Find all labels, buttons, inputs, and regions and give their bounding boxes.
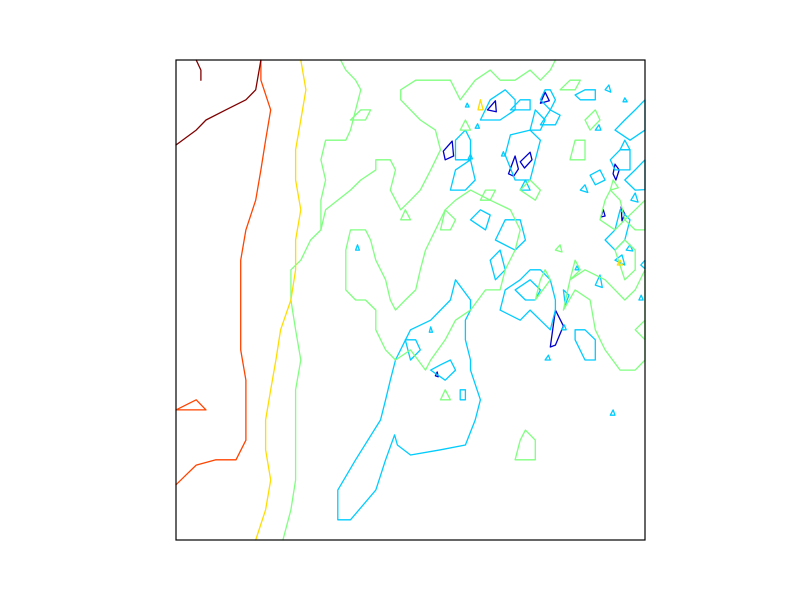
contour-line-level-2-35 (609, 409, 616, 416)
contour-line-level-2-14 (504, 129, 542, 181)
contour-line-level-1-1 (549, 309, 565, 348)
contour-line-level-3-8 (534, 269, 551, 301)
contour-line-level-4-1 (255, 59, 307, 541)
contour-line-level-2-25 (614, 254, 626, 266)
contour-line-level-2-33 (604, 84, 612, 93)
contour-line-level-3-7 (614, 239, 636, 281)
contour-lines (175, 59, 646, 541)
contour-line-level-3-21 (609, 179, 619, 191)
plot-frame (175, 59, 646, 541)
contour-line-level-2-17 (539, 109, 561, 126)
contour-line-level-2-37 (594, 124, 602, 131)
contour-line-level-3-2 (320, 59, 362, 231)
contour-line-level-2-27 (619, 139, 631, 151)
contour-line-level-4-2 (477, 99, 484, 111)
contour-line-level-3-20 (459, 119, 472, 131)
contour-line-level-2-29 (594, 274, 603, 289)
contour-line-level-2-34 (640, 259, 646, 270)
contour-line-level-1-5 (507, 155, 520, 177)
contour-line-level-2-16 (529, 109, 546, 131)
contour-line-level-2-5 (514, 279, 542, 301)
contour-line-level-2-22 (614, 99, 646, 141)
contour-line-level-1-7 (612, 163, 620, 181)
contour-line-level-2-38 (428, 326, 434, 333)
contour-line-level-2-10 (454, 129, 472, 161)
contour-line-level-2-46 (622, 97, 628, 103)
contour-line-level-2-47 (354, 244, 361, 251)
contour-line-level-2-31 (630, 192, 639, 203)
contour-line-level-2-11 (469, 209, 491, 231)
contour-line-level-4-3 (616, 259, 624, 266)
contour-line-level-3-18 (569, 259, 581, 281)
contour-line-level-2-2 (499, 269, 557, 331)
contour-line-level-2-40 (500, 151, 506, 157)
contour-line-level-3-3 (345, 189, 521, 371)
contour-line-level-2-43 (638, 294, 644, 301)
contour-line-level-6-2 (195, 59, 202, 81)
contour-line-level-3-10 (479, 189, 497, 201)
contour-line-level-5-1 (175, 59, 272, 486)
contour-line-level-3-19 (634, 319, 646, 341)
contour-line-level-5-2 (175, 399, 207, 411)
contour-line-level-3-4 (514, 429, 536, 461)
contour-line-level-2-20 (589, 169, 606, 186)
contour-line-level-2-8 (459, 389, 467, 401)
contour-line-level-2-6 (404, 339, 421, 361)
contour-line-level-2-30 (625, 244, 634, 252)
contour-line-level-3-23 (554, 244, 563, 253)
contour-line-level-2-42 (561, 324, 567, 331)
contour-line-level-2-44 (574, 265, 580, 271)
contour-line-level-2-19 (574, 89, 596, 101)
contour-line-level-3-17 (400, 209, 412, 221)
contour-line-level-2-4 (489, 249, 506, 281)
contour-line-level-2-7 (430, 359, 457, 381)
contour-line-level-2-18 (539, 89, 557, 111)
contour-line-level-3-9 (519, 179, 542, 201)
contour-line-level-2-24 (604, 209, 631, 251)
contour-line-level-2-21 (609, 149, 631, 171)
contour-line-level-2-12 (479, 89, 516, 121)
contour-line-level-3-11 (439, 209, 457, 231)
contour-line-level-3-5 (562, 269, 646, 371)
contour-line-level-2-45 (474, 123, 481, 129)
contour-line-level-2-41 (464, 102, 470, 108)
contour-line-level-3-1 (282, 59, 557, 541)
contour-line-level-2-36 (544, 354, 551, 361)
contour-line-level-6-1 (175, 59, 262, 146)
contour-line-level-2-3 (494, 219, 527, 251)
contour-line-level-1-6 (539, 91, 550, 104)
contour-line-level-2-26 (574, 329, 596, 361)
contour-line-level-3-6 (599, 189, 626, 231)
contour-line-level-2-1 (337, 279, 482, 521)
contour-line-level-3-22 (439, 389, 452, 401)
contour-line-level-2-28 (562, 289, 570, 306)
contour-line-level-1-2 (519, 151, 533, 169)
contour-line-level-3-12 (569, 139, 586, 161)
contour-line-level-3-14 (559, 79, 581, 91)
contour-line-level-2-9 (449, 159, 476, 191)
contour-line-level-2-23 (624, 159, 646, 191)
contour-line-level-2-39 (467, 153, 474, 160)
contour-line-level-2-32 (579, 184, 589, 194)
contour-line-level-2-13 (509, 99, 531, 111)
contour-line-level-1-4 (486, 100, 497, 113)
contour-line-level-3-16 (349, 109, 372, 121)
contour-line-level-2-15 (519, 179, 531, 191)
contour-line-level-3-13 (584, 109, 601, 131)
contour-line-level-1-3 (442, 140, 455, 161)
contour-line-level-3-15 (624, 199, 646, 231)
